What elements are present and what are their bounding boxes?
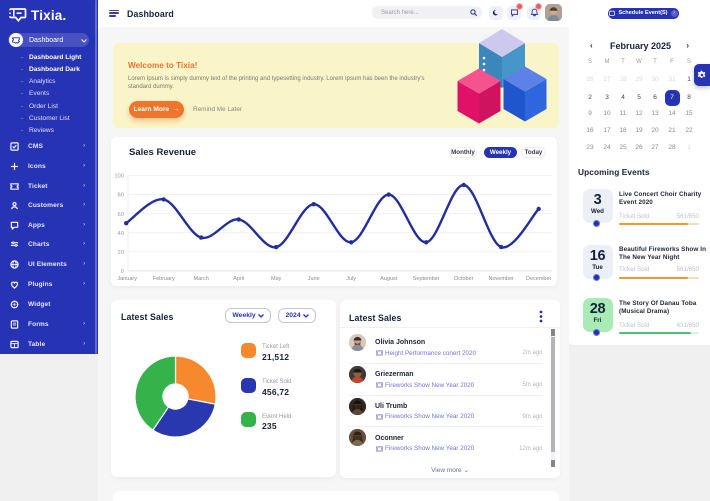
svg-text:60: 60: [118, 212, 124, 218]
svg-text:June: June: [308, 276, 320, 282]
svg-text:October: October: [454, 276, 474, 282]
svg-text:December: December: [526, 276, 552, 282]
svg-text:100: 100: [114, 174, 124, 180]
svg-text:80: 80: [118, 193, 124, 199]
svg-text:0: 0: [121, 269, 124, 275]
svg-text:September: September: [413, 276, 440, 282]
svg-text:20: 20: [118, 250, 124, 256]
svg-text:August: August: [380, 276, 398, 282]
svg-text:March: March: [194, 276, 209, 282]
svg-text:40: 40: [118, 231, 124, 237]
svg-text:November: November: [489, 276, 515, 282]
svg-text:April: April: [233, 276, 244, 282]
svg-text:February: February: [153, 276, 175, 282]
svg-text:January: January: [117, 276, 137, 282]
svg-text:May: May: [271, 276, 282, 282]
svg-text:July: July: [346, 276, 356, 282]
